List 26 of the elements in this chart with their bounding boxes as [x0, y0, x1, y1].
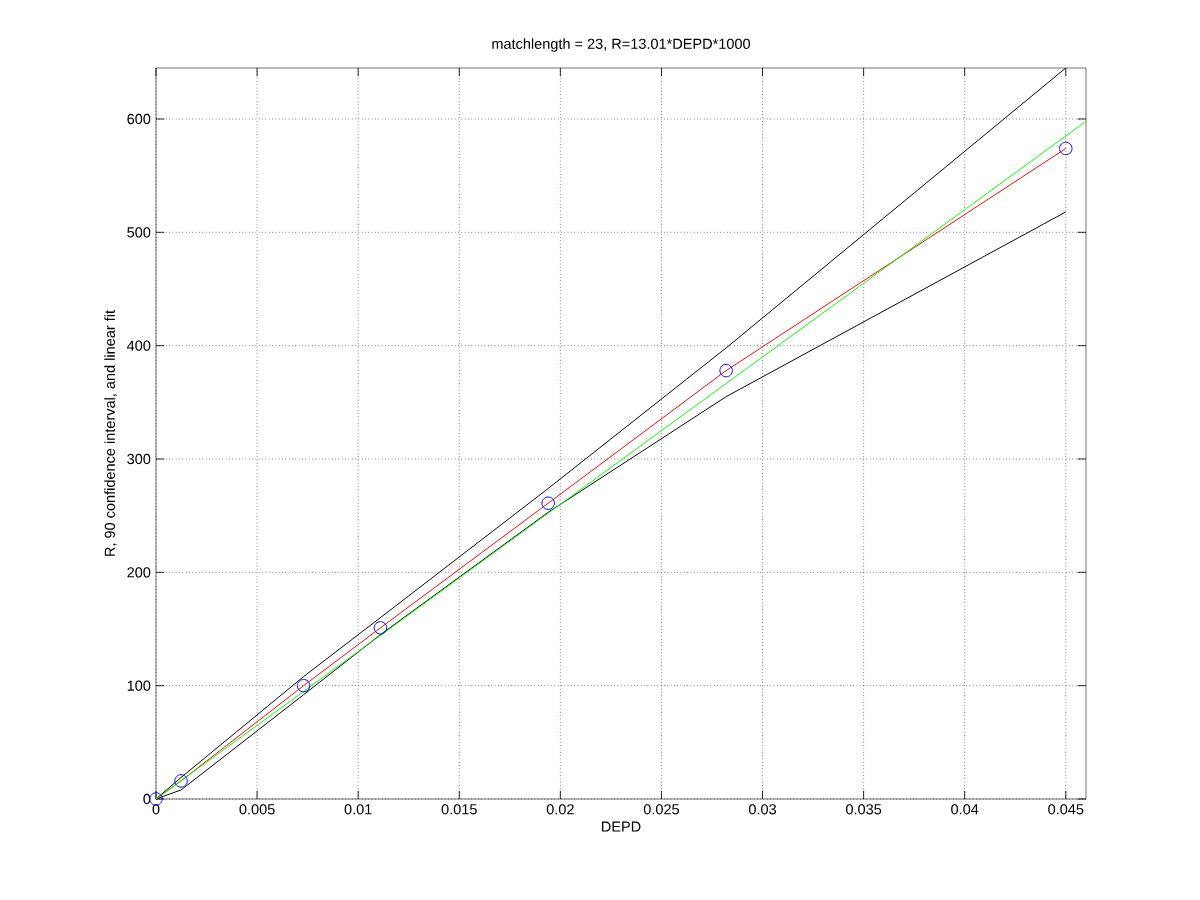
- point: [1059, 141, 1073, 156]
- x-axis-title: DEPD: [602, 821, 641, 832]
- x-tick-label: 0.01: [344, 804, 372, 815]
- y-tick-label: 0: [143, 793, 151, 805]
- x-tick-label: 0.015: [441, 804, 477, 815]
- point: [296, 678, 311, 693]
- chart-title: matchlength = 23, R=13.01*DEPD*1000: [492, 38, 751, 52]
- y-tick-label: 600: [127, 113, 151, 125]
- x-tick-label: 0.045: [1048, 804, 1084, 815]
- x-tick-label: 0.025: [643, 804, 679, 815]
- x-tick-label: 0.03: [748, 804, 777, 815]
- y-tick-label: 400: [126, 340, 151, 351]
- y-tick-label: 100: [127, 680, 151, 691]
- x-tick-label: 0.04: [951, 804, 979, 815]
- x-tick-label: 0.005: [239, 804, 275, 815]
- point: [174, 774, 188, 788]
- point: [541, 496, 555, 510]
- point: [719, 363, 733, 378]
- x-tick-label: 0.035: [846, 804, 882, 815]
- y-tick-label: 200: [127, 567, 151, 578]
- y-tick-label: 500: [127, 227, 151, 238]
- point: [373, 621, 388, 635]
- x-tick-label: 0.02: [546, 804, 574, 815]
- y-tick-label: 300: [127, 453, 151, 465]
- y-axis-title: R, 90 confidence interval, and linear fit: [104, 310, 117, 556]
- x-tick-label: 0: [152, 804, 160, 815]
